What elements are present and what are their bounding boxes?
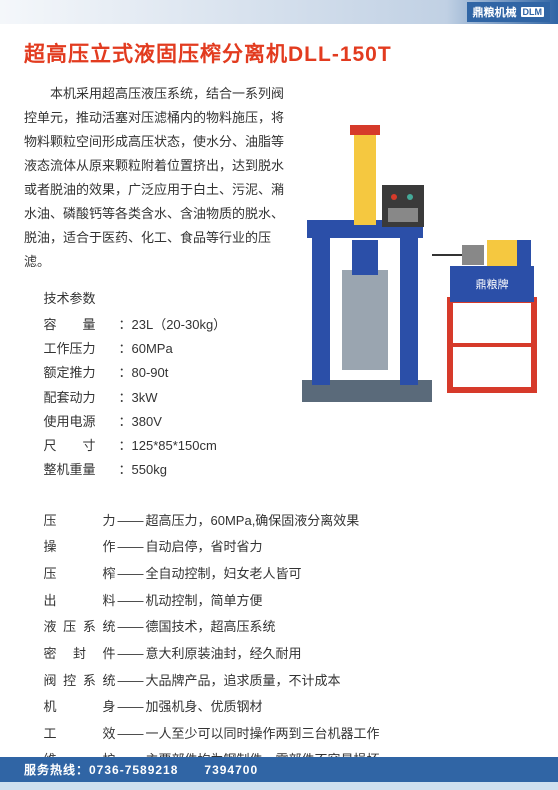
spec-value: ：60MPa [119,337,173,361]
hotline-text: 服务热线：0736-7589218 7394700 [24,763,258,777]
spec-label: 尺 寸 [44,434,119,458]
spec-label: 整机重量 [44,458,119,482]
feature-row: 出 料——机动控制，简单方便 [44,588,535,615]
feature-desc: 超高压力，60MPa,确保固液分离效果 [146,508,360,535]
feature-desc: 意大利原装油封，经久耐用 [146,641,302,668]
spec-row: 尺 寸：125*85*150cm [44,434,535,458]
svg-text:鼎粮牌: 鼎粮牌 [476,277,509,291]
feature-label: 操 作 [44,534,116,561]
feature-separator: —— [118,534,144,561]
features-list: 压 力——超高压力，60MPa,确保固液分离效果操 作——自动启停，省时省力压 … [44,508,535,774]
feature-label: 机 身 [44,694,116,721]
feature-label: 压 榨 [44,561,116,588]
feature-separator: —— [118,588,144,615]
feature-desc: 一人至少可以同时操作两到三台机器工作 [146,721,380,748]
spec-label: 工作压力 [44,337,119,361]
spec-value: ：380V [119,410,162,434]
feature-row: 压 力——超高压力，60MPa,确保固液分离效果 [44,508,535,535]
feature-label: 液压系统 [44,614,116,641]
brand-name: 鼎粮机械 [473,4,517,20]
feature-row: 密 封 件——意大利原装油封，经久耐用 [44,641,535,668]
feature-separator: —— [118,641,144,668]
main-content: 超高压立式液固压榨分离机DLL-150T 本机采用超高压液压系统，结合一系列阀控… [0,24,558,774]
spec-row: 使用电源：380V [44,410,535,434]
intro-text: 本机采用超高压液压系统，结合一系列阀控单元，推动活塞对压滤桶内的物料施压，将物料… [24,82,284,274]
feature-row: 工 效——一人至少可以同时操作两到三台机器工作 [44,721,535,748]
page-title: 超高压立式液固压榨分离机DLL-150T [24,38,534,68]
feature-separator: —— [118,508,144,535]
feature-desc: 大品牌产品，追求质量，不计成本 [146,668,341,695]
machine-image: 鼎粮牌 [282,90,542,410]
feature-label: 出 料 [44,588,116,615]
feature-desc: 自动启停，省时省力 [146,534,263,561]
intro-wrap: 本机采用超高压液压系统，结合一系列阀控单元，推动活塞对压滤桶内的物料施压，将物料… [24,82,534,482]
feature-row: 液压系统——德国技术，超高压系统 [44,614,535,641]
feature-label: 压 力 [44,508,116,535]
feature-desc: 德国技术，超高压系统 [146,614,276,641]
feature-separator: —— [118,614,144,641]
feature-separator: —— [118,721,144,748]
feature-row: 压 榨——全自动控制，妇女老人皆可 [44,561,535,588]
spec-label: 使用电源 [44,410,119,434]
feature-separator: —— [118,668,144,695]
spec-value: ：23L（20-30kg） [119,313,227,337]
feature-row: 机 身——加强机身、优质钢材 [44,694,535,721]
spec-label: 容 量 [44,313,119,337]
footer: 服务热线：0736-7589218 7394700 [0,757,558,790]
feature-separator: —— [118,561,144,588]
feature-label: 密 封 件 [44,641,116,668]
spec-value: ：125*85*150cm [119,434,217,458]
spec-value: ：80-90t [119,361,169,385]
feature-label: 工 效 [44,721,116,748]
spec-value: ：550kg [119,458,167,482]
feature-label: 阀控系统 [44,668,116,695]
feature-separator: —— [118,694,144,721]
brand-sub: DLM [521,7,545,17]
feature-desc: 全自动控制，妇女老人皆可 [146,561,302,588]
feature-row: 阀控系统——大品牌产品，追求质量，不计成本 [44,668,535,695]
bottom-stripe [0,782,558,790]
hotline-bar: 服务热线：0736-7589218 7394700 [0,757,558,782]
feature-desc: 机动控制，简单方便 [146,588,263,615]
header-bar: 鼎粮机械 DLM [0,0,558,24]
feature-desc: 加强机身、优质钢材 [146,694,263,721]
spec-label: 配套动力 [44,386,119,410]
spec-value: ：3kW [119,386,158,410]
brand-badge: 鼎粮机械 DLM [467,2,551,22]
feature-row: 操 作——自动启停，省时省力 [44,534,535,561]
spec-label: 额定推力 [44,361,119,385]
spec-row: 整机重量：550kg [44,458,535,482]
